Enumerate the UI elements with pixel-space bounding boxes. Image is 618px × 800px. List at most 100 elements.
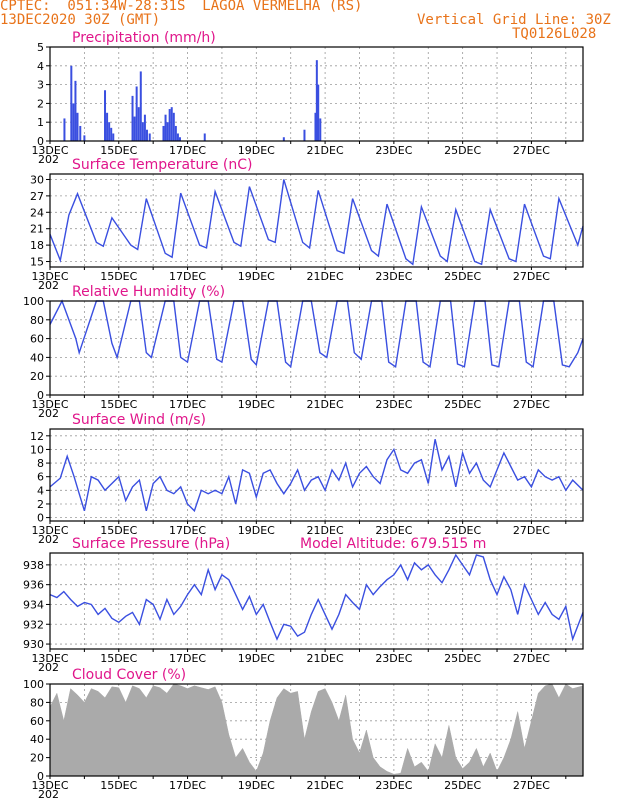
- panel-4: 930 932 934 936 938 13DEC 15DEC 17DEC 19DEC 21DEC…: [23, 536, 584, 674]
- x-tick-label: 15DEC: [100, 524, 137, 537]
- y-tick-label: 20: [30, 752, 44, 765]
- x-tick-label: 13DEC: [31, 270, 68, 283]
- x-tick-label: 19DEC: [238, 652, 275, 665]
- x-tick-label: 27DEC: [513, 524, 550, 537]
- x-tick-label: 25DEC: [444, 779, 481, 792]
- x-year-label: 202: [38, 407, 59, 420]
- series-line: [49, 299, 584, 369]
- y-tick-label: 20: [30, 370, 44, 383]
- x-tick-label: 17DEC: [169, 270, 206, 283]
- y-tick-label: 21: [30, 223, 44, 236]
- x-tick-label: 13DEC: [31, 779, 68, 792]
- precip-bar: [162, 125, 165, 141]
- panel-title: Cloud Cover (%): [72, 667, 186, 683]
- y-tick-label: 40: [30, 351, 44, 364]
- precip-bar: [314, 112, 317, 141]
- y-tick-label: 80: [30, 696, 44, 709]
- precip-bar: [203, 133, 206, 141]
- y-tick-label: 5: [37, 41, 44, 54]
- precip-bar: [70, 65, 73, 141]
- plot-frame: [49, 683, 584, 777]
- x-tick-label: 25DEC: [444, 144, 481, 157]
- y-tick-label: 930: [23, 638, 44, 651]
- x-tick-label: 21DEC: [307, 270, 344, 283]
- y-tick-label: 15: [30, 256, 44, 269]
- y-tick-label: 2: [37, 97, 44, 110]
- x-tick-label: 19DEC: [238, 270, 275, 283]
- y-tick-label: 936: [23, 579, 44, 592]
- precip-bar: [133, 116, 136, 141]
- y-tick-label: 80: [30, 314, 44, 327]
- panel-5: 0 20 40 60 80 100 13DEC 15DEC 17DEC 19DEC 21DEC 23D…: [23, 667, 584, 800]
- x-tick-label: 15DEC: [100, 398, 137, 411]
- precip-bar: [174, 125, 177, 141]
- x-tick-label: 23DEC: [375, 398, 412, 411]
- y-tick-label: 10: [30, 443, 44, 456]
- y-tick-label: 0: [37, 512, 44, 525]
- y-tick-label: 30: [30, 173, 44, 186]
- precip-bar: [168, 109, 171, 141]
- x-tick-label: 21DEC: [307, 398, 344, 411]
- header-grid-line-info: Vertical Grid Line: 30Z: [417, 12, 611, 28]
- x-tick-label: 23DEC: [375, 144, 412, 157]
- x-tick-label: 17DEC: [169, 398, 206, 411]
- model-altitude-label: Model Altitude: 679.515 m: [300, 536, 486, 552]
- precip-bar: [76, 112, 79, 141]
- x-year-label: 202: [38, 153, 59, 166]
- precip-bar: [79, 125, 82, 141]
- x-tick-label: 19DEC: [238, 779, 275, 792]
- precip-bar: [139, 71, 142, 141]
- precip-bar: [137, 107, 140, 141]
- y-tick-label: 60: [30, 715, 44, 728]
- precip-bar: [63, 118, 66, 141]
- x-tick-label: 19DEC: [238, 524, 275, 537]
- x-tick-label: 21DEC: [307, 779, 344, 792]
- y-tick-label: 60: [30, 333, 44, 346]
- y-tick-label: 4: [37, 484, 44, 497]
- x-tick-label: 23DEC: [375, 779, 412, 792]
- precip-bar: [303, 129, 306, 141]
- y-tick-label: 3: [37, 79, 44, 92]
- precip-bar: [74, 80, 77, 141]
- header-model-id: TQ0126L028: [512, 26, 597, 42]
- precip-bar: [143, 114, 146, 141]
- panel-title: Surface Temperature (nC): [72, 157, 253, 173]
- precip-bar: [170, 107, 173, 141]
- x-tick-label: 27DEC: [513, 779, 550, 792]
- precip-bar: [164, 114, 167, 141]
- precip-bar: [319, 118, 322, 141]
- x-tick-label: 23DEC: [375, 652, 412, 665]
- plot-frame: [49, 552, 584, 650]
- x-tick-label: 13DEC: [31, 398, 68, 411]
- y-tick-label: 932: [23, 618, 44, 631]
- plot-frame: [49, 300, 584, 396]
- x-tick-label: 15DEC: [100, 270, 137, 283]
- x-tick-label: 25DEC: [444, 270, 481, 283]
- y-tick-label: 27: [30, 190, 44, 203]
- x-tick-label: 27DEC: [513, 652, 550, 665]
- precip-bar: [317, 84, 320, 141]
- x-tick-label: 21DEC: [307, 144, 344, 157]
- plot-frame: [49, 428, 584, 522]
- precip-bar: [178, 137, 181, 141]
- cloud-area: [49, 683, 584, 777]
- precip-bar: [148, 133, 151, 141]
- y-tick-label: 12: [30, 430, 44, 443]
- panel-0: 0 1 2 3 4 5 13DEC 15DEC 17DEC 19DEC 21DEC 23DEC 25DE…: [31, 30, 584, 166]
- y-tick-label: 4: [37, 60, 44, 73]
- panel-title: Precipitation (mm/h): [72, 30, 216, 46]
- x-tick-label: 27DEC: [513, 398, 550, 411]
- x-tick-label: 23DEC: [375, 270, 412, 283]
- y-tick-label: 24: [30, 206, 44, 219]
- x-tick-label: 15DEC: [100, 144, 137, 157]
- plot-frame: [49, 46, 584, 142]
- y-tick-label: 2: [37, 498, 44, 511]
- x-tick-label: 25DEC: [444, 652, 481, 665]
- x-tick-label: 25DEC: [444, 398, 481, 411]
- precip-bar: [72, 103, 75, 141]
- y-tick-label: 100: [23, 295, 44, 308]
- panel-title: Relative Humidity (%): [72, 284, 225, 300]
- precip-bar: [104, 90, 107, 141]
- precip-bar: [141, 122, 144, 141]
